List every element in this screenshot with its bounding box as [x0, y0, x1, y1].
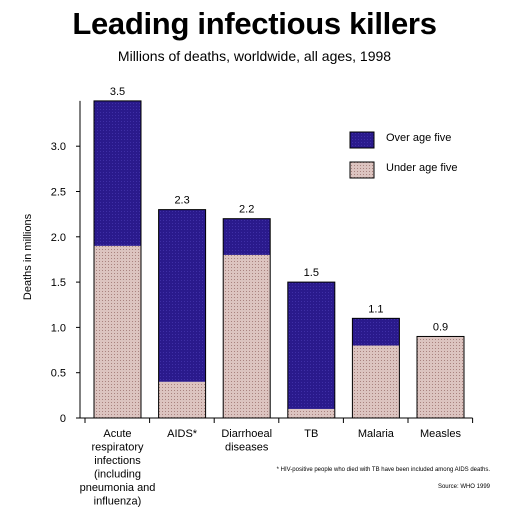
- bar-segment-under-age-five: [352, 345, 400, 418]
- bar-segment-over-age-five: [94, 100, 141, 246]
- bar-segment-under-age-five: [417, 336, 464, 418]
- bar-total-label: 1.1: [368, 303, 383, 315]
- chart-title: Leading infectious killers: [72, 6, 437, 41]
- bar-segment-under-age-five: [94, 245, 141, 418]
- bar-segment-under-age-five: [287, 408, 335, 418]
- x-category-label: infections: [94, 455, 141, 467]
- footnote-source: Source: WHO 1999: [437, 484, 490, 490]
- y-tick-label: 1.0: [51, 322, 66, 334]
- x-category-label: respiratory: [92, 442, 144, 454]
- x-category-label: TB: [304, 428, 318, 440]
- y-tick-label: 0.5: [51, 368, 66, 380]
- bar-segment-over-age-five: [352, 318, 400, 346]
- bar-total-label: 0.9: [433, 321, 448, 333]
- chart-subtitle: Millions of deaths, worldwide, all ages,…: [117, 48, 392, 64]
- axes: 0 0.5 1.0 1.5 2.0 2.5 3.0 Deaths in millions: [22, 100, 474, 425]
- x-category-label: Measles: [420, 428, 461, 440]
- bar-outline: [351, 317, 400, 419]
- y-tick-label: 0: [60, 413, 66, 425]
- bar-segment-over-age-five: [287, 282, 335, 409]
- y-tick-label: 2.5: [51, 187, 66, 199]
- legend: Over age five Under age five: [349, 131, 458, 179]
- y-tick-label: 2.0: [51, 232, 66, 244]
- bar-total-label: 3.5: [110, 86, 125, 98]
- bar-outline: [158, 209, 207, 419]
- legend-swatch: [349, 161, 375, 179]
- bar-outline: [287, 281, 336, 419]
- bar-total-label: 1.5: [304, 267, 319, 279]
- x-category-label: AIDS*: [167, 428, 198, 440]
- legend-label: Over age five: [386, 132, 451, 144]
- bar-segment-over-age-five: [158, 209, 206, 382]
- x-category-label: Malaria: [358, 428, 395, 440]
- y-tick-label: 1.5: [51, 277, 66, 289]
- bar-total-label: 2.3: [174, 195, 189, 207]
- bar-segment-over-age-five: [223, 218, 271, 255]
- bar-outline: [416, 335, 465, 419]
- x-category-label: pneumonia and: [80, 482, 156, 494]
- x-category-label: influenza): [94, 496, 142, 508]
- bar-segment-under-age-five: [223, 254, 271, 418]
- bar-segment-under-age-five: [158, 381, 206, 418]
- x-category-label: Acute: [103, 428, 131, 440]
- bar-outline: [222, 218, 271, 419]
- bar-total-label: 2.2: [239, 204, 254, 216]
- footnote-aids: * HIV-positive people who died with TB h…: [276, 467, 490, 473]
- x-category-label: Diarrhoeal: [221, 428, 272, 440]
- x-category-label: (including: [94, 469, 141, 481]
- bar-outline: [93, 100, 142, 419]
- x-category-label: diseases: [225, 442, 269, 454]
- y-tick-label: 3.0: [51, 141, 66, 153]
- y-axis-label: Deaths in millions: [22, 213, 34, 300]
- legend-label: Under age five: [386, 162, 458, 174]
- bars: [93, 100, 465, 419]
- legend-swatch: [349, 131, 375, 149]
